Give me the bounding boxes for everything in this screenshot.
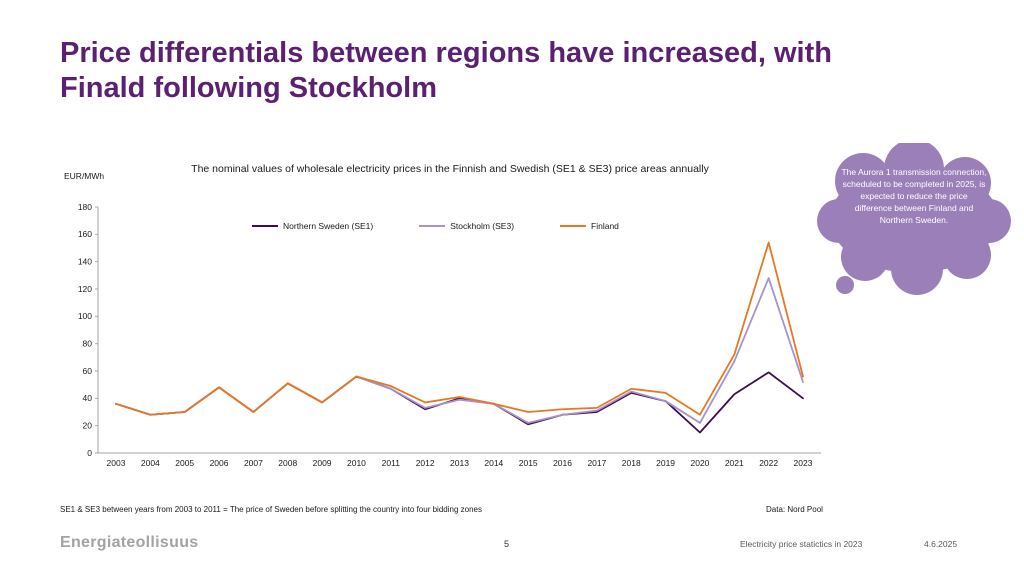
legend-label: Stockholm (SE3): [450, 221, 515, 231]
x-tick-label: 2011: [382, 458, 401, 468]
y-tick-label: 160: [78, 229, 92, 239]
series-line-finland: [115, 241, 804, 416]
company-logo: Energiateollisuus: [60, 534, 199, 551]
x-tick-label: 2006: [210, 458, 229, 468]
x-tick-label: 2009: [313, 458, 332, 468]
chart-legend: Northern Sweden (SE1) Stockholm (SE3) Fi…: [252, 221, 619, 231]
x-tick-label: 2007: [244, 458, 263, 468]
x-tick-label: 2005: [175, 458, 194, 468]
y-axis-unit-label: EUR/MWh: [64, 171, 105, 181]
y-tick-label: 60: [83, 366, 93, 376]
x-tick-label: 2010: [347, 458, 366, 468]
footer-document-title: Electricity price statictics in 2023: [740, 539, 863, 549]
footer-date: 4.6.2025: [924, 539, 958, 549]
cloud-callout: The Aurora 1 transmission connection, sc…: [815, 143, 1013, 295]
data-source-label: Data: Nord Pool: [766, 505, 823, 514]
chart-title: The nominal values of wholesale electric…: [191, 163, 709, 175]
x-tick-label: 2004: [141, 458, 160, 468]
y-tick-label: 140: [78, 256, 92, 266]
price-chart-container: 0 20 40 60 80 100 120 140 160 180 2003 2004 2005 2006…: [58, 200, 833, 475]
x-tick-label: 2023: [794, 458, 813, 468]
chart-footnote: SE1 & SE3 between years from 2003 to 201…: [60, 505, 482, 514]
cloud-shape-icon: [817, 143, 1011, 295]
y-tick-label: 80: [83, 338, 93, 348]
price-chart: 0 20 40 60 80 100 120 140 160 180 2003 2004 2005 2006…: [78, 202, 821, 468]
x-tick-label: 2012: [416, 458, 435, 468]
series-line-stockholm-se3-: [115, 277, 804, 424]
slide-title: Price differentials between regions have…: [60, 37, 832, 105]
x-tick-label: 2015: [519, 458, 538, 468]
x-tick-label: 2016: [553, 458, 572, 468]
x-tick-label: 2020: [690, 458, 709, 468]
legend-line-icon: [252, 225, 278, 227]
x-tick-label: 2013: [450, 458, 469, 468]
y-tick-label: 40: [83, 393, 93, 403]
callout-text: The Aurora 1 transmission connection, sc…: [841, 167, 987, 225]
y-tick-label: 20: [83, 420, 93, 430]
legend-item-northern-sweden: Northern Sweden (SE1): [252, 221, 373, 231]
x-tick-label: 2003: [107, 458, 126, 468]
y-tick-label: 180: [78, 202, 92, 212]
y-tick-label: 100: [78, 311, 92, 321]
page-number: 5: [504, 539, 510, 549]
x-tick-label: 2021: [725, 458, 744, 468]
x-tick-label: 2014: [484, 458, 503, 468]
x-tick-label: 2008: [278, 458, 297, 468]
legend-label: Northern Sweden (SE1): [283, 221, 374, 231]
legend-line-icon: [419, 225, 446, 227]
legend-label: Finland: [591, 221, 619, 231]
legend-item-stockholm: Stockholm (SE3): [419, 221, 514, 231]
y-tick-label: 0: [87, 448, 92, 458]
y-tick-label: 120: [78, 284, 92, 294]
legend-line-icon: [560, 225, 587, 227]
x-tick-label: 2017: [587, 458, 606, 468]
legend-item-finland: Finland: [560, 221, 619, 231]
x-tick-label: 2022: [759, 458, 778, 468]
x-tick-label: 2018: [622, 458, 641, 468]
x-tick-label: 2019: [656, 458, 675, 468]
